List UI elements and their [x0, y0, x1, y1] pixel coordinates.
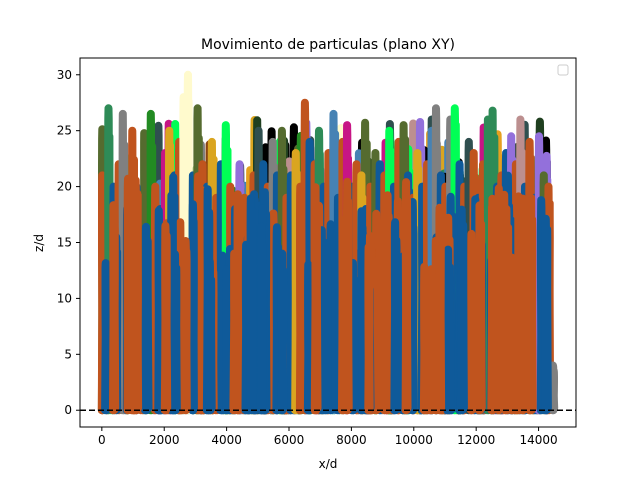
front-trajectory: [408, 198, 418, 415]
front-trajectory: [494, 184, 504, 415]
front-trajectory: [501, 204, 513, 415]
front-trajectory: [181, 237, 191, 415]
y-tick-label: 15: [57, 236, 72, 250]
front-trajectory: [435, 203, 446, 415]
front-trajectory: [246, 194, 257, 415]
y-tick-label: 0: [64, 403, 72, 417]
front-trajectory: [188, 200, 198, 415]
x-tick-label: 8000: [336, 433, 367, 447]
front-trajectory: [321, 240, 332, 415]
front-trajectory: [256, 222, 267, 415]
x-tick-label: 10000: [395, 433, 433, 447]
front-trajectory: [141, 222, 153, 415]
x-tick-label: 4000: [211, 433, 242, 447]
front-trajectory: [109, 201, 120, 415]
front-trajectory: [229, 249, 241, 415]
front-trajectory: [342, 177, 353, 415]
chart-title: Movimiento de particulas (plano XY): [201, 37, 455, 53]
front-trajectory: [123, 174, 133, 415]
y-axis: 0 5 10 15 20 25 30: [57, 68, 80, 417]
y-tick-label: 25: [57, 124, 72, 138]
front-trajectory: [364, 243, 374, 415]
trajectory-layer: [97, 70, 559, 415]
x-axis: 0 2000 4000 6000 8000 10000 12000 14000: [98, 427, 558, 447]
y-axis-label: z/d: [32, 234, 46, 252]
y-tick-label: 30: [57, 68, 72, 82]
y-tick-label: 5: [64, 347, 72, 361]
front-trajectory: [513, 192, 525, 415]
x-axis-label: x/d: [319, 457, 338, 471]
front-trajectory: [277, 249, 288, 415]
front-trajectory: [170, 250, 181, 415]
trajectory-line: [548, 361, 559, 415]
front-trajectory: [383, 191, 393, 415]
front-trajectory: [303, 260, 314, 415]
front-trajectory: [426, 265, 438, 415]
x-tick-label: 12000: [457, 433, 495, 447]
front-trajectory: [205, 257, 216, 415]
front-trajectory: [390, 218, 402, 415]
front-trajectory: [101, 259, 112, 415]
front-trajectory: [310, 183, 322, 415]
front-trajectory: [474, 201, 486, 415]
x-tick-label: 6000: [274, 433, 305, 447]
front-trajectory: [356, 207, 368, 415]
front-trajectory: [154, 206, 165, 415]
front-trajectory: [487, 203, 499, 415]
y-tick-label: 10: [57, 291, 72, 305]
y-tick-label: 20: [57, 180, 72, 194]
front-trajectory: [456, 205, 468, 415]
front-trajectory: [401, 178, 412, 415]
front-trajectory: [419, 262, 430, 415]
front-trajectory: [541, 214, 552, 415]
front-trajectory: [222, 265, 233, 415]
front-trajectory: [466, 229, 477, 415]
front-trajectory: [272, 223, 283, 415]
front-trajectory: [526, 193, 537, 415]
x-tick-label: 0: [98, 433, 106, 447]
front-trajectory: [348, 259, 359, 415]
front-trajectory: [443, 245, 455, 415]
front-trajectory: [130, 176, 143, 415]
x-tick-label: 14000: [519, 433, 557, 447]
front-trajectory: [160, 221, 172, 415]
legend-box: [557, 64, 569, 76]
x-tick-label: 2000: [149, 433, 180, 447]
